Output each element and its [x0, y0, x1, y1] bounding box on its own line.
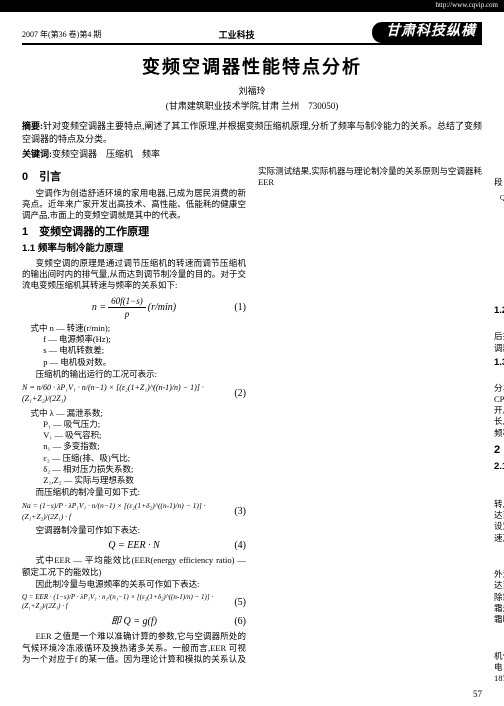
h-section-0: 0 引言 [22, 170, 246, 185]
p-1-2: 利用室内温度传感器感受室内温度与设定温度的差值,然后控制变频给压缩机的供电频率,… [494, 320, 504, 354]
abstract-text: 针对变频空调器主要特点,阐述了其工作原理,并根据变频压缩机原理,分析了频率与制冷… [22, 121, 482, 143]
keywords-label: 关键词: [22, 149, 52, 159]
body-columns: 0 引言 空调作为创造舒适环境的家用电器,已成为居民消费的新亮点。近年来广家开发… [22, 166, 482, 686]
p-1-1-6: 因此制冷量与电源频率的关系可作如下表达: [22, 579, 246, 590]
equation-3: Na = (1−s)/P · λP₁V₁ · n/(n−1) × [(ε₂(1+… [22, 501, 246, 521]
h-2-1: 2.1 变频空调器的特点 [494, 461, 504, 474]
abstract-label: 摘要: [22, 121, 43, 131]
equation-1: n = 60f(1−s)p (r/min) (1) [22, 295, 246, 320]
p-1-1-1: 变频空调的原理是通过调节压缩机的转速而调节压缩机的输出间时内的排气量,从而达到调… [22, 258, 246, 292]
figure-1-caption: 图 1 制冷量和频率的关系曲线 [494, 290, 504, 301]
h-2-1-2: 2.1.2 起动电流低秒、快速除霜 [494, 546, 504, 557]
p-2-1-1: 刚开始运行时,机组应低频高速运动,保使持大高频高速运转,其转速可达到正常的转速的… [494, 488, 504, 544]
author: 刘福玲 [22, 85, 482, 97]
running-header: 2007 年(第36 卷)第4 期 工业科技 甘肃科技纵横 [22, 20, 482, 45]
keywords: 关键词:变频空调器 压缩机 频率 [22, 148, 482, 160]
h-section-1: 1 变频空调器的工作原理 [22, 225, 246, 240]
where-block-2: 式中 λ — 漏泄系数; P₁ — 吸气压力; V₁ — 吸气容积; n₁ — … [31, 408, 247, 487]
equation-6: 即 Q = g(f) (6) [22, 615, 246, 629]
keywords-text: 变频空调器 压缩机 频率 [52, 149, 160, 159]
equation-4: Q = EER · N (4) [22, 539, 246, 553]
chart-svg: Q(W) 频率(Hz) 理论 实际 1230 5070 90110 [494, 190, 504, 285]
pdf-top-bar: http://www.cqvip.com [0, 0, 504, 12]
h-section-1-1: 1.1 频率与制冷能力原理 [22, 243, 246, 256]
page-content: 2007 年(第36 卷)第4 期 工业科技 甘肃科技纵横 变频空调器性能特点分… [0, 12, 504, 706]
h-2-1-1: 2.1.1 快速制冷、舒适调温 [494, 476, 504, 487]
p-intro: 空调作为创造舒适环境的家用电器,已成为居民消费的新亮点。近年来广家开发出高技术、… [22, 188, 246, 222]
page-number: 57 [22, 688, 482, 700]
abstract: 摘要:针对变频空调器主要特点,阐述了其工作原理,并根据变频压缩机原理,分析了频率… [22, 120, 482, 144]
h-2-1-3: 2.1.3 设计功能多样 [494, 627, 504, 638]
p-1-1-2: 压缩机的输出运行的工况可表示: [22, 369, 246, 380]
figure-1: Q(W) 频率(Hz) 理论 实际 1230 5070 90110 图 1 制冷… [494, 190, 504, 301]
section-name: 工业科技 [219, 29, 255, 41]
issue-info: 2007 年(第36 卷)第4 期 [22, 30, 101, 41]
source-url: http://www.cqvip.com [435, 1, 498, 10]
right-p1: 之值有变化,在低频率阶段 EER 之值较高,而在高频率阶段 EER 之值较低。 [494, 166, 504, 188]
affiliation: (甘肃建筑职业技术学院,甘肃 兰州 730050) [22, 100, 482, 112]
journal-name: 甘肃科技纵横 [372, 22, 482, 43]
p-1-1-3: 而压缩机的制冷量可如下式: [22, 487, 246, 498]
p-1-1-5: 式中EER — 平均能效比(EER(energy efficiency rati… [22, 555, 246, 577]
h-1-2: 1.2 运行原理 [494, 305, 504, 318]
article-title: 变频空调器性能特点分析 [22, 55, 482, 79]
p-2-1-2: 变频空调器按室内温度的变化自动改变压缩机机拜动,室外温度低时,提高运转频率可以提… [494, 558, 504, 625]
p-1-3: 室内传感器把室内温度运行状况传给室外部分,室外部分分析所传递的信息,计算度度与设… [494, 372, 504, 439]
p-2-1-3: 变频空调器采用微型控制技术制冷系(除能力,压缩机转速机低少 1 频数率达到速效果… [494, 640, 504, 685]
where-block: 式中 n — 转速(r/min); f — 电源频率(Hz); s — 电机转数… [31, 323, 247, 368]
h-1-3: 1.3 运行过程 [494, 357, 504, 370]
equation-5: Q = EER · (1−s)/P · λP₁V₁ · n₁/(n₁−1) × … [22, 593, 246, 612]
equation-2: N = n/60 · λP₁V₁ · n/(n−1) × [(ε₂(1+Z₁)^… [22, 383, 246, 405]
p-1-1-4: 空调器制冷量可作如下表达: [22, 525, 246, 536]
h-section-2: 2 变频空调器的特点及分类 [494, 443, 504, 458]
svg-text:Q(W): Q(W) [500, 194, 504, 202]
